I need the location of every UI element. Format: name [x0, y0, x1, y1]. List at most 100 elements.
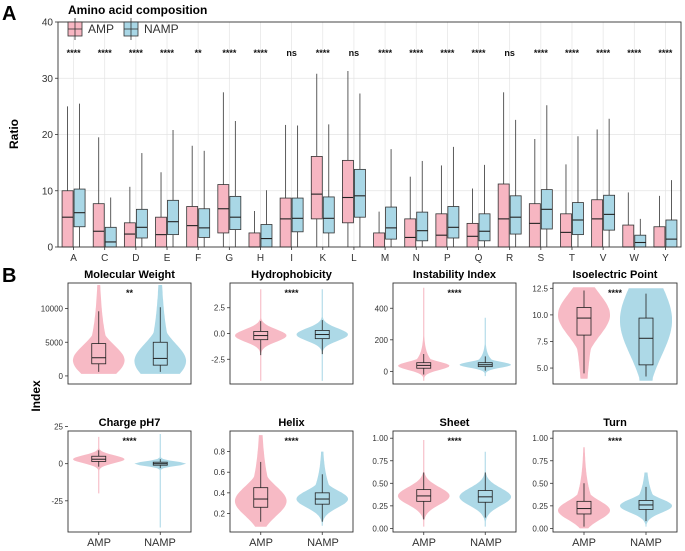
- box-namp-H: [260, 190, 273, 248]
- box-body: [591, 199, 604, 248]
- facet-molecular-weight: Molecular Weight 0 5000 10000 **: [41, 269, 192, 385]
- y-tick-label: 12.5: [532, 284, 548, 293]
- box-amp-M: [373, 211, 385, 248]
- y-tick-label: 1.00: [532, 434, 548, 443]
- box-namp-K: [322, 124, 335, 247]
- y-tick-label: 20: [42, 130, 54, 141]
- y-tick-label: 0.8: [214, 448, 226, 457]
- box-body: [279, 197, 292, 248]
- x-tick-label: C: [101, 253, 108, 264]
- box-amp-Y: [653, 195, 666, 248]
- box-body: [123, 222, 136, 248]
- box-amp-P: [435, 165, 448, 248]
- violin-amp: [397, 440, 450, 527]
- y-tick-label: 40: [42, 18, 54, 29]
- box-namp-Q: [478, 164, 491, 247]
- box-body: [622, 224, 635, 248]
- significance-label: ****: [122, 436, 137, 446]
- facet-turn: Turn 0.00 0.25 0.50 0.75 1.00 ****: [532, 417, 678, 535]
- y-tick-label: 400: [375, 304, 389, 313]
- y-tick-label: 10: [42, 186, 54, 197]
- panel-a-letter: A: [2, 3, 16, 25]
- facet-title: Molecular Weight: [84, 269, 175, 281]
- y-tick-label: 25: [54, 423, 63, 432]
- box-body: [572, 202, 584, 236]
- box-amp-G: [217, 92, 230, 247]
- legend-amp-label: AMP: [88, 22, 114, 36]
- x-tick-label: L: [351, 253, 357, 264]
- significance-label: ns: [349, 48, 360, 58]
- violin-namp: [134, 285, 187, 374]
- box-body: [152, 341, 168, 366]
- box-body: [404, 218, 417, 248]
- y-tick-label: -25: [51, 497, 63, 506]
- x-tick-label: G: [225, 253, 233, 264]
- box-namp-L: [354, 93, 366, 247]
- box-body: [576, 307, 592, 336]
- box-body: [528, 203, 541, 248]
- box-body: [385, 206, 397, 240]
- significance-label: ****: [658, 48, 673, 58]
- facet-title: Instability Index: [413, 269, 497, 281]
- chart-b-ylabel: Index: [29, 380, 43, 412]
- box-body: [447, 206, 460, 239]
- box-body: [135, 208, 148, 239]
- violin-namp: [620, 472, 672, 527]
- x-tick-label: H: [257, 253, 264, 264]
- significance-label: ****: [409, 48, 424, 58]
- significance-label: ****: [608, 288, 623, 298]
- box-body: [653, 226, 666, 248]
- y-tick-label: 0.75: [532, 457, 548, 466]
- facet-charge-ph7: Charge pH7 -25 0 25 ****: [51, 417, 192, 535]
- x-tick-label: S: [537, 253, 544, 264]
- box-body: [603, 194, 616, 231]
- x-tick-label: D: [132, 253, 139, 264]
- box-body: [314, 492, 330, 505]
- box-amp-D: [123, 186, 136, 248]
- box-body: [560, 213, 572, 248]
- violin-namp: [296, 451, 348, 526]
- box-namp-V: [603, 118, 616, 247]
- box-body: [416, 211, 429, 242]
- facet-frame: [392, 430, 517, 533]
- violin-namp: [459, 317, 511, 377]
- box-namp-M: [385, 149, 397, 247]
- y-tick-label: 5.0: [537, 364, 549, 373]
- violin-body: [134, 434, 187, 528]
- x-tick-label: A: [70, 253, 77, 264]
- box-amp-I: [279, 124, 292, 248]
- facet-isoelectric-point: Isoelectric Point 5.0 7.5 10.0 12.5 ****: [532, 269, 678, 385]
- facet-title: Turn: [603, 417, 627, 429]
- box-namp-P: [447, 146, 460, 247]
- box-body: [576, 500, 592, 515]
- significance-label: ****: [596, 48, 611, 58]
- facet-title: Hydrophobicity: [251, 269, 333, 281]
- violin-namp: [296, 289, 348, 381]
- significance-label: **: [195, 48, 203, 58]
- box-body: [373, 232, 385, 248]
- significance-label: ****: [67, 48, 82, 58]
- x-tick-label: E: [164, 253, 171, 264]
- y-tick-label: 0.25: [532, 502, 548, 511]
- box-namp-A: [73, 103, 86, 247]
- box-body: [73, 188, 86, 228]
- y-tick-label: 0.6: [214, 468, 226, 477]
- y-tick-label: 0.25: [372, 502, 388, 511]
- significance-label: ns: [286, 48, 297, 58]
- box-amp-H: [248, 211, 261, 248]
- violin-amp: [73, 436, 125, 494]
- significance-label: ****: [472, 48, 487, 58]
- y-tick-label: 0: [59, 372, 64, 381]
- x-category-namp: NAMP: [307, 537, 339, 549]
- box-body: [310, 156, 323, 220]
- significance-label: ns: [504, 48, 515, 58]
- facet-hydrophobicity: Hydrophobicity -2.5 0.0 2.5 ****: [211, 269, 354, 385]
- y-tick-label: 0.00: [372, 524, 388, 533]
- box-amp-W: [622, 192, 635, 248]
- box-amp-E: [155, 172, 167, 248]
- significance-label: ****: [440, 48, 455, 58]
- box-body: [253, 487, 269, 508]
- x-tick-label: Y: [662, 253, 669, 264]
- y-tick-label: 0: [384, 367, 389, 376]
